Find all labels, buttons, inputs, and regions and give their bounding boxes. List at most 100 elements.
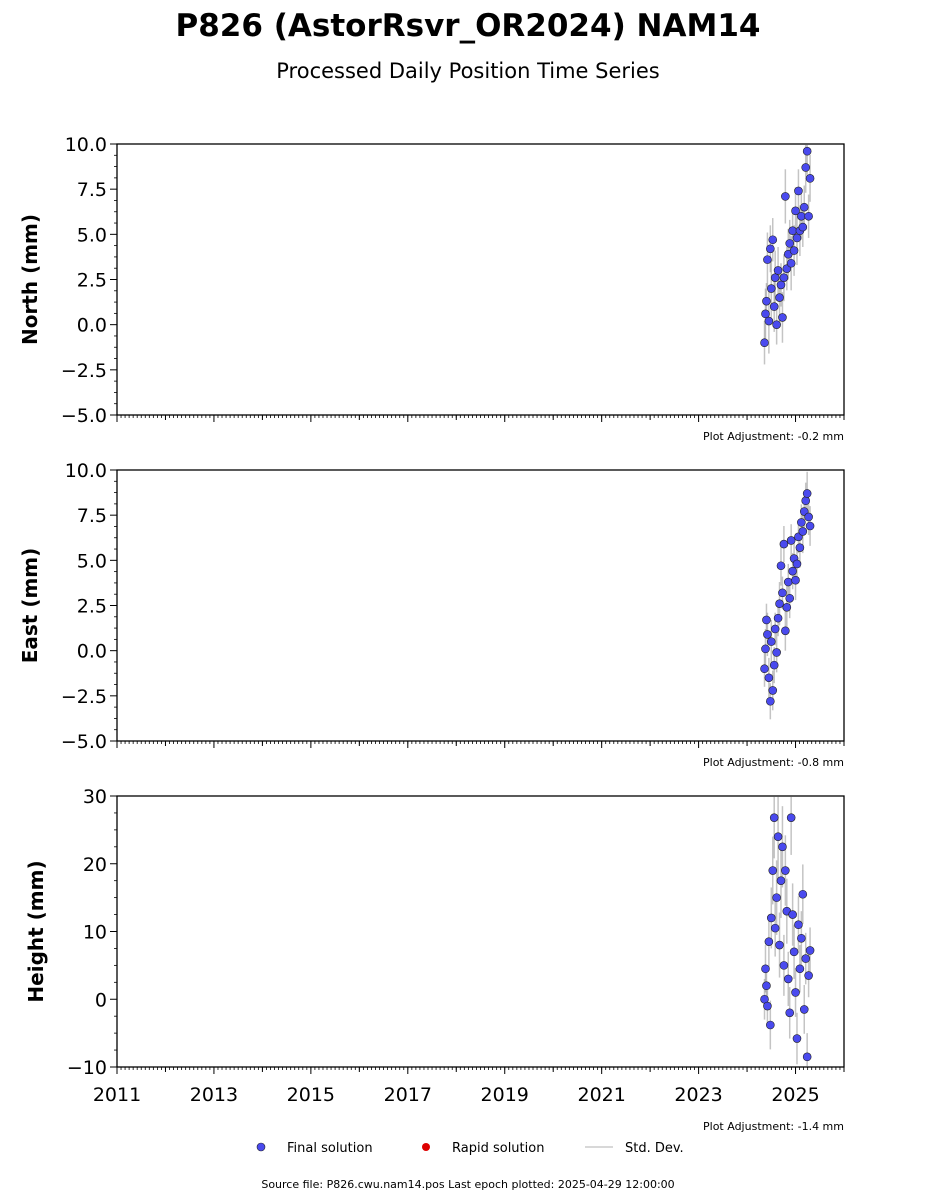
height-data-point [764,937,774,946]
east-data-point [802,489,812,498]
north-y-tick-label: 0.0 [77,315,107,337]
north-data-point [792,233,802,243]
north-data-point [786,258,796,268]
height-data-point [762,981,771,991]
east-y-tick-label: 7.5 [77,505,107,527]
east-y-tick-label: 2.5 [77,596,107,618]
north-data-point [763,255,772,264]
north-data-point [797,211,806,221]
legend-rapid-label: Rapid solution [452,1141,544,1156]
east-data-point [788,566,797,576]
height-data-point [798,889,808,899]
north-y-axis-label: North (mm) [18,214,42,345]
north-data-point [770,273,780,282]
height-data-point [805,946,815,955]
east-y-tick-label: 10.0 [65,460,107,482]
height-data-point [781,866,790,875]
north-data-point [772,320,781,329]
east-data-point [792,559,802,569]
north-data-point [769,302,779,311]
legend-final-marker [256,1142,266,1152]
north-data-point [798,222,808,232]
east-data-point [760,664,769,674]
height-y-tick-label: −10 [67,1057,107,1079]
north-data-point [788,226,797,236]
legend-final-label: Final solution [287,1141,373,1156]
north-y-tick-label: −2.5 [61,360,107,382]
east-plot-adjustment: Plot Adjustment: -0.8 mm [703,756,844,769]
height-data-point [795,964,805,974]
north-data-point [805,174,815,183]
north-data-point [761,309,770,319]
north-y-tick-label: 2.5 [77,270,107,292]
height-data-point [801,954,811,963]
chart-subtitle: Processed Daily Position Time Series [276,59,660,83]
height-x-tick-label: 2015 [287,1084,335,1106]
east-data-point [775,599,784,608]
east-data-point [764,673,774,683]
height-data-point [802,1052,812,1062]
east-y-axis-label: East (mm) [18,548,42,664]
height-y-tick-label: 20 [83,854,107,876]
north-data-point [760,338,769,348]
east-panel: −5.0 −2.5 0.0 2.5 5.0 7.5 10.0 East (mm) Plot Ad… [18,460,845,769]
east-data-point [763,630,772,639]
height-y-axis-label: Height (mm) [24,860,48,1002]
height-x-tick-label: 2019 [481,1084,529,1106]
north-data-point [766,284,776,293]
east-data-point [769,660,779,670]
north-data-point [775,293,784,302]
height-data-point [788,910,797,919]
chart-title: P826 (AstorRsvr_OR2024) NAM14 [176,8,761,44]
north-data-point [785,239,795,248]
height-x-tick-label: 2017 [384,1084,432,1106]
north-data-point [801,163,811,172]
north-data-point [766,244,775,254]
north-data-point [794,186,803,196]
east-data-point [768,686,778,695]
east-data-point [801,496,811,506]
east-data-point [795,543,805,552]
north-y-tick-label: 7.5 [77,179,107,201]
east-data-point [766,696,775,706]
east-data-point [798,527,808,536]
north-data-point [781,192,790,201]
north-data-point [762,296,771,306]
east-axes-frame [116,469,845,742]
east-y-tick-label: 5.0 [77,550,107,572]
north-data-point [776,280,786,290]
height-data-point [791,988,800,997]
east-data-point [782,603,792,612]
height-data-point [775,940,784,950]
east-data-point [797,518,806,527]
east-data-point [785,593,795,603]
height-panel: −10 0 10 20 30 Height (mm) 2011 2013 2015 2017 201… [24,786,845,1133]
east-y-tick-label: −5.0 [61,731,107,753]
legend-std-label: Std. Dev. [625,1141,684,1156]
height-data-point [763,1001,772,1011]
north-data-point [791,206,800,216]
north-data-point [802,146,812,156]
height-data-point [761,964,770,974]
height-data-point [766,913,776,923]
north-data-point [773,266,783,275]
north-y-tick-label: −5.0 [61,405,107,427]
east-data-point [772,648,781,657]
east-data-point [781,626,790,636]
east-data-point [761,644,770,654]
height-data-point [794,920,803,930]
north-data-point [789,246,799,255]
height-data-point [792,1034,802,1043]
east-data-point [779,539,789,549]
height-data-point [786,813,796,822]
east-data-point [783,577,793,587]
east-data-point [786,536,796,545]
east-data-point [766,637,776,646]
footer-source: Source file: P826.cwu.nam14.pos Last epo… [261,1178,674,1191]
north-data-point [804,211,813,221]
height-data-point [797,933,806,943]
height-data-point [779,961,789,970]
north-axes-frame [116,143,845,416]
height-y-tick-label: 10 [83,922,107,944]
